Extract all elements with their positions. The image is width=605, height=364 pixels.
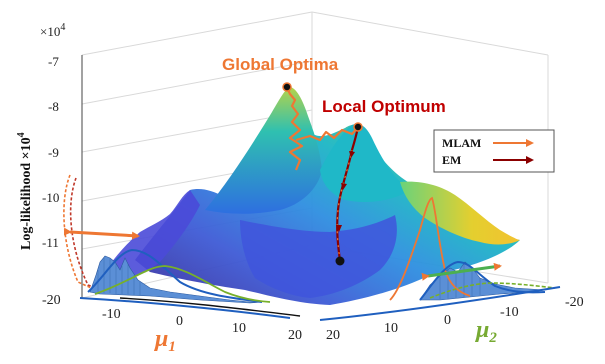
mu2-axis-title: μ2 — [474, 317, 497, 346]
mu1-axis-line — [79, 297, 291, 319]
mu1-axis-title: μ1 — [153, 326, 176, 355]
z-axis-title-power: 4 — [16, 132, 27, 137]
mu2-axis-line — [319, 286, 561, 321]
legend: MLAM EM — [433, 129, 555, 173]
legend-box — [433, 129, 555, 173]
series-em-path — [335, 122, 363, 266]
z-tick-label: -8 — [48, 99, 59, 114]
annotation-local-optimum: Local Optimum — [322, 97, 446, 116]
exponent-base: ×10 — [40, 24, 60, 39]
mu2-tick-label: 0 — [444, 313, 451, 328]
mu2-range-arrow — [421, 262, 502, 281]
mu1-symbol: μ — [153, 326, 168, 352]
mu1-axis-black — [119, 297, 301, 317]
corner-tick-label: -20 — [42, 293, 61, 308]
mu2-symbol: μ — [474, 317, 489, 343]
legend-label-mlam: MLAM — [442, 136, 481, 150]
em-line — [336, 126, 360, 262]
mu1-range-arrow — [63, 227, 140, 240]
mu1-density-green — [94, 265, 271, 303]
likelihood-surface — [100, 87, 520, 305]
z-axis-title: Log-likelihood ×104 — [16, 132, 34, 250]
mlam-line — [286, 87, 304, 171]
z-tick-label: -10 — [42, 190, 59, 205]
mu1-ticks: -10 0 10 20 — [102, 307, 302, 343]
z-tick-label: -7 — [48, 54, 59, 69]
exponent-label: ×104 — [40, 22, 65, 39]
surface-front-basin — [240, 215, 397, 298]
mu2-tick-label: -20 — [565, 295, 584, 310]
mlam-line-branch — [295, 126, 359, 142]
mu1-subscript: 1 — [168, 339, 176, 355]
mu2-density-green — [429, 282, 556, 299]
mu1-tick-label: 20 — [288, 328, 302, 343]
mu2-tick-label: -10 — [500, 305, 519, 320]
z-axis-title-text: Log-likelihood ×10 — [19, 137, 34, 250]
mu2-ticks: 20 10 0 -10 -20 — [326, 295, 584, 343]
surface-base-sheet — [135, 88, 520, 305]
annotation-global-optima: Global Optima — [222, 55, 339, 74]
z-tick-label: -11 — [42, 235, 59, 250]
z-tick-label: -9 — [48, 145, 59, 160]
mu1-density-blue — [87, 248, 263, 303]
legend-label-em: EM — [442, 153, 461, 167]
floor-axes — [79, 286, 561, 321]
mu1-tick-label: -10 — [102, 307, 121, 322]
svg-text:×104: ×104 — [40, 22, 65, 39]
exponent-power: 4 — [60, 22, 65, 33]
mu2-tick-label: 20 — [326, 328, 340, 343]
mu1-tick-label: 10 — [232, 321, 246, 336]
mu2-subscript: 2 — [488, 330, 497, 346]
series-mlam-path — [282, 82, 359, 171]
svg-text:Log-likelihood ×104: Log-likelihood ×104 — [16, 132, 34, 250]
local-optimum-marker — [353, 122, 363, 132]
surface-global-peak — [205, 87, 322, 214]
mu2-tick-label: 10 — [384, 321, 398, 336]
mu1-tick-label: 0 — [176, 314, 183, 329]
surface-right-ridge — [400, 181, 520, 245]
global-optimum-marker — [282, 82, 292, 92]
z-axis: -7 -8 -9 -10 -11 — [42, 54, 83, 298]
em-start-marker — [335, 256, 345, 266]
